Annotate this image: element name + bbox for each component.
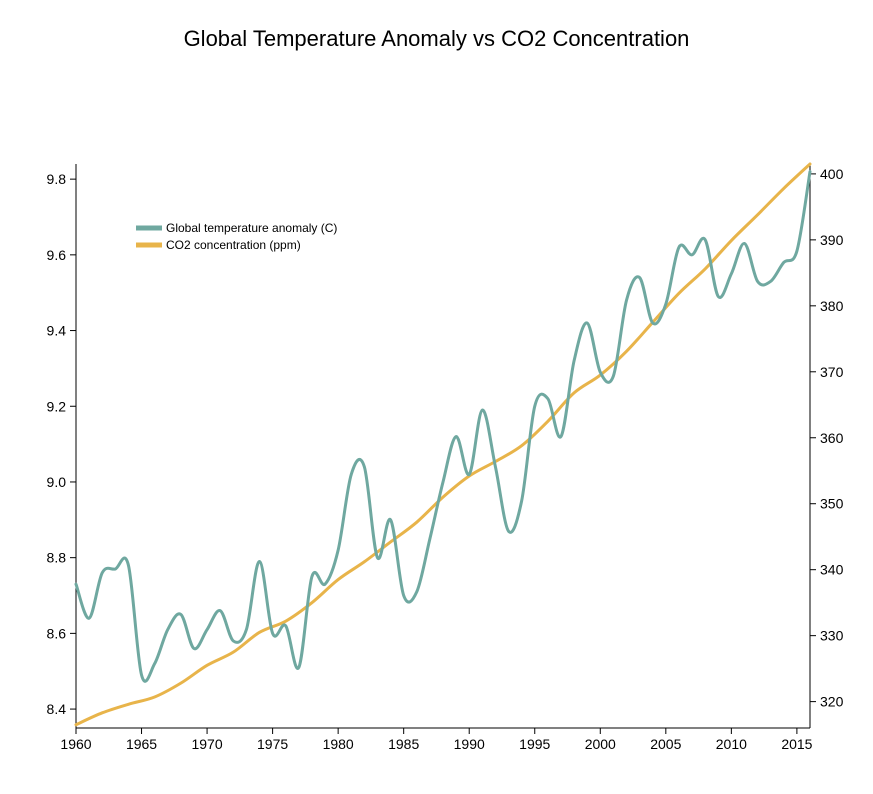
y-right-tick-label: 320 xyxy=(820,694,844,710)
x-tick-label: 1965 xyxy=(126,736,157,752)
y-left-tick-label: 8.8 xyxy=(47,550,67,566)
y-right-tick-label: 360 xyxy=(820,430,844,446)
axes-layer: 1960 1965 1970 1975 1980 1985 1990 1995 2000 2005… xyxy=(47,164,844,752)
x-tick-label: 2015 xyxy=(781,736,812,752)
y-right-tick-label: 370 xyxy=(820,364,844,380)
y-right-tick-label: 340 xyxy=(820,562,844,578)
x-tick-label: 1980 xyxy=(323,736,354,752)
legend: Global temperature anomaly (C) CO2 concen… xyxy=(136,221,337,252)
y-left-tick-label: 9.6 xyxy=(47,247,67,263)
x-tick-label: 1995 xyxy=(519,736,550,752)
y-left-tick-label: 8.6 xyxy=(47,625,67,641)
y-left-tick-label: 9.0 xyxy=(47,474,67,490)
series-line-co2 xyxy=(74,162,812,727)
x-tick-label: 1990 xyxy=(454,736,485,752)
y-left-tick-label: 9.8 xyxy=(47,171,67,187)
y-left-tick-label: 9.2 xyxy=(47,398,67,414)
y-right-tick-label: 380 xyxy=(820,298,844,314)
legend-label-co2: CO2 concentration (ppm) xyxy=(166,238,301,252)
y-left-tick-label: 9.4 xyxy=(47,323,67,339)
series-layer xyxy=(74,162,812,727)
y-right-tick-label: 400 xyxy=(820,166,844,182)
y-right-tick-label: 350 xyxy=(820,496,844,512)
y-right-tick-label: 330 xyxy=(820,628,844,644)
chart-title: Global Temperature Anomaly vs CO2 Concen… xyxy=(183,26,690,51)
x-tick-label: 1985 xyxy=(388,736,419,752)
x-tick-label: 2005 xyxy=(650,736,681,752)
x-tick-label: 2010 xyxy=(716,736,747,752)
x-tick-label: 2000 xyxy=(585,736,616,752)
x-tick-label: 1970 xyxy=(191,736,222,752)
x-tick-label: 1975 xyxy=(257,736,288,752)
x-tick-label: 1960 xyxy=(60,736,91,752)
y-left-tick-label: 8.4 xyxy=(47,701,67,717)
y-right-tick-label: 390 xyxy=(820,232,844,248)
legend-label-temperature: Global temperature anomaly (C) xyxy=(166,221,337,235)
series-line-temperature xyxy=(74,170,812,683)
